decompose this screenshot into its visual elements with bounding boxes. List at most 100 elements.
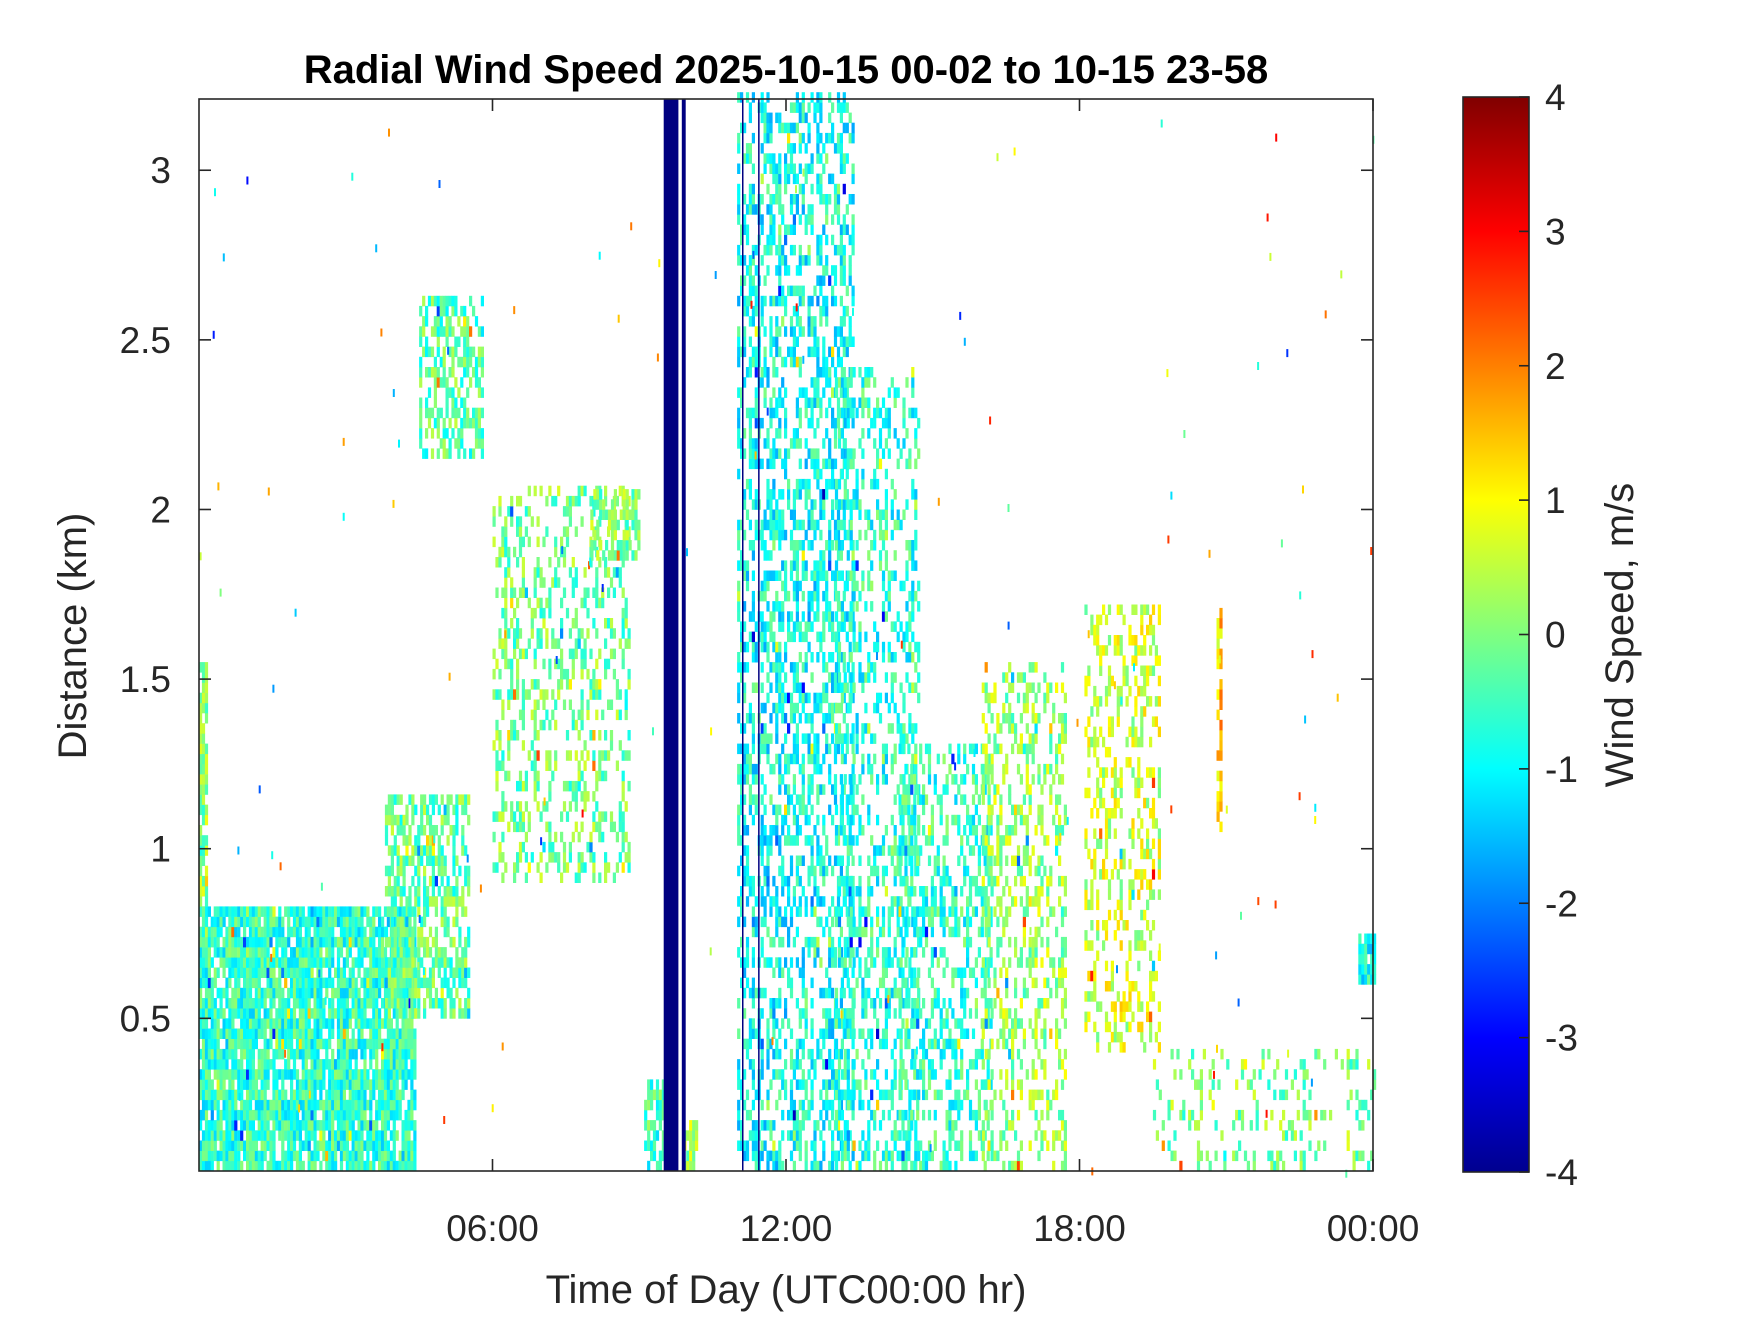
heatmap-cell (743, 326, 747, 337)
heatmap-cell (754, 204, 758, 215)
heatmap-cell (369, 1038, 373, 1050)
heatmap-cell (621, 658, 625, 670)
heatmap-cell (833, 194, 838, 205)
heatmap-cell (433, 356, 437, 368)
heatmap-cell (440, 794, 444, 805)
heatmap-cell (810, 295, 814, 307)
heatmap-cell (819, 1028, 823, 1039)
heatmap-cell (825, 428, 829, 439)
heatmap-cell (845, 305, 849, 317)
heatmap-cell (775, 1048, 779, 1060)
heatmap-cell (402, 977, 406, 989)
heatmap-cell (334, 936, 338, 948)
heatmap-cell (201, 662, 206, 673)
heatmap-cell (425, 407, 429, 419)
heatmap-cell (763, 387, 767, 398)
heatmap-cell (740, 621, 744, 632)
heatmap-cell (272, 1018, 276, 1029)
heatmap-cell (836, 417, 841, 429)
heatmap-cell (763, 631, 767, 643)
heatmap-cell (816, 916, 820, 928)
heatmap-cell (781, 825, 785, 836)
heatmap-cell (457, 448, 461, 459)
heatmap-cell (751, 499, 755, 510)
heatmap-cell (413, 1120, 417, 1131)
heatmap-cell (819, 244, 823, 256)
heatmap-cell (807, 255, 811, 266)
heatmap-cell (281, 1089, 285, 1101)
heatmap-cell (634, 550, 638, 561)
heatmap-cell (740, 641, 744, 653)
heatmap-cell (392, 1048, 396, 1060)
heatmap-cell (345, 936, 349, 948)
heatmap-cell (498, 638, 502, 649)
heatmap-cell (760, 814, 764, 826)
heatmap-cell (837, 855, 842, 866)
heatmap-cell (754, 367, 758, 378)
heatmap-cell (751, 1069, 755, 1080)
heatmap-cell (425, 316, 429, 327)
heatmap-cell (833, 774, 838, 785)
heatmap-cell (624, 597, 628, 609)
heatmap-cell (831, 957, 835, 968)
heatmap-cell (281, 987, 285, 999)
heatmap-cell (810, 1140, 814, 1151)
heatmap-cell (527, 597, 531, 609)
heatmap-cell (760, 173, 764, 185)
heatmap-cell (363, 987, 367, 999)
heatmap-cell (650, 1120, 654, 1131)
heatmap-cell (743, 875, 747, 887)
heatmap-cell (405, 967, 409, 978)
heatmap-cell (383, 1120, 388, 1131)
heatmap-cell (527, 811, 531, 822)
heatmap-cell (748, 275, 752, 286)
heatmap-cell (737, 652, 741, 663)
heatmap-cell (464, 998, 468, 1009)
heatmap-cell (316, 947, 320, 958)
heatmap-cell (420, 977, 424, 989)
heatmap-cell (801, 662, 805, 673)
heatmap-cell (748, 804, 752, 816)
heatmap-cell (778, 753, 782, 765)
heatmap-cell (401, 1079, 405, 1090)
heatmap-cell (822, 1099, 826, 1111)
heatmap-cell (743, 560, 747, 571)
heatmap-cell (513, 821, 517, 833)
heatmap-cell (207, 906, 211, 917)
heatmap-cell (778, 774, 782, 785)
heatmap-cell (290, 1130, 294, 1141)
heatmap-cell (231, 1150, 235, 1162)
heatmap-cell (647, 1160, 651, 1172)
heatmap-cell (420, 794, 424, 805)
heatmap-cell (769, 906, 773, 917)
heatmap-cell (410, 1099, 414, 1111)
heatmap-cell (612, 587, 616, 598)
heatmap-cell (225, 1038, 229, 1050)
heatmap-cell (222, 1079, 226, 1090)
heatmap-cell (833, 438, 838, 449)
heatmap-cell (851, 672, 855, 683)
heatmap-cell (199, 825, 203, 836)
heatmap-cell (766, 1018, 770, 1029)
heatmap-cell (417, 926, 421, 938)
heatmap-cell (263, 1069, 267, 1080)
heatmap-cell (399, 967, 403, 978)
heatmap-cell (275, 1069, 279, 1080)
heatmap-cell (402, 967, 406, 978)
heatmap-cell (336, 1048, 341, 1060)
heatmap-cell (616, 540, 620, 551)
heatmap-cell (789, 143, 794, 154)
heatmap-cell (228, 998, 232, 1009)
heatmap-cell (199, 936, 203, 948)
heatmap-cell (836, 1150, 841, 1162)
heatmap-cell (624, 638, 628, 649)
heatmap-cell (828, 702, 832, 714)
heatmap-cell (495, 719, 499, 731)
heatmap-cell (816, 102, 820, 113)
heatmap-cell (445, 428, 449, 439)
heatmap-cell (769, 489, 773, 500)
heatmap-cell (548, 852, 552, 863)
heatmap-cell (586, 587, 590, 598)
heatmap-cell (449, 886, 453, 897)
heatmap-cell (810, 672, 814, 683)
